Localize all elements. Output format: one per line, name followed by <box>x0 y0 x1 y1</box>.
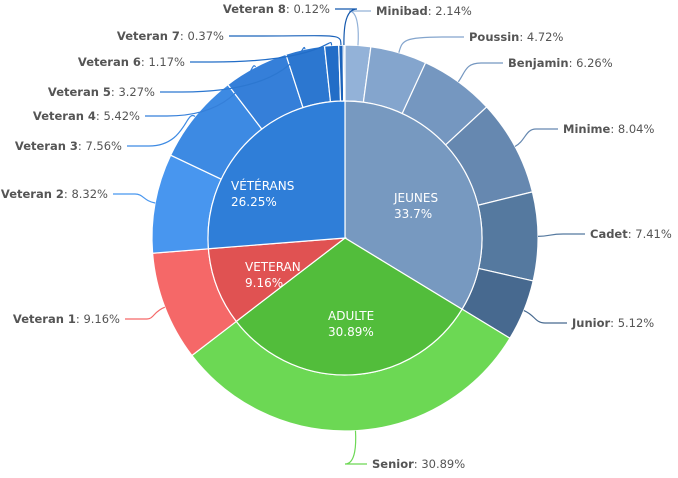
connector-veteran-6 <box>190 41 333 63</box>
outer-label-value: : 5.42% <box>96 109 140 123</box>
outer-label-value: : 4.72% <box>519 30 563 44</box>
outer-label-value: : 8.32% <box>64 187 108 201</box>
outer-label-name: Veteran 1 <box>13 312 76 326</box>
inner-label-name: VÉTÉRANS <box>231 178 294 193</box>
outer-label-name: Veteran 4 <box>33 109 96 123</box>
outer-label-veteran-2: Veteran 2: 8.32% <box>1 187 108 201</box>
outer-label-veteran-8: Veteran 8: 0.12% <box>223 2 330 16</box>
outer-label-veteran-4: Veteran 4: 5.42% <box>33 109 140 123</box>
inner-label-name: JEUNES <box>393 191 438 205</box>
outer-label-name: Minibad <box>376 4 428 18</box>
inner-slice-veteran[interactable] <box>207 237 347 323</box>
connector-minibad <box>348 10 371 46</box>
outer-label-veteran-6: Veteran 6: 1.17% <box>78 55 185 69</box>
outer-label-senior: Senior: 30.89% <box>372 457 465 471</box>
inner-slice-veterans[interactable] <box>207 100 346 250</box>
outer-label-value: : 8.04% <box>610 122 654 136</box>
connector-senior <box>344 430 367 465</box>
inner-ring <box>207 100 483 376</box>
outer-label-benjamin: Benjamin: 6.26% <box>508 56 613 70</box>
inner-label-value: 9.16% <box>245 276 283 290</box>
connector-veteran-7 <box>229 35 342 46</box>
inner-label-value: 26.25% <box>231 195 277 209</box>
connector-minime <box>514 128 558 148</box>
label-connectors <box>113 8 585 465</box>
outer-label-cadet: Cadet: 7.41% <box>590 227 672 241</box>
outer-labels: Minibad: 2.14% Poussin: 4.72% Benjamin: 6.… <box>1 2 672 471</box>
outer-label-value: : 0.37% <box>180 29 224 43</box>
outer-label-name: Cadet <box>590 227 628 241</box>
outer-label-veteran-5: Veteran 5: 3.27% <box>48 85 155 99</box>
outer-label-name: Minime <box>563 122 610 136</box>
outer-label-value: : 1.17% <box>141 55 185 69</box>
connector-veteran-3 <box>127 114 196 147</box>
outer-label-name: Benjamin <box>508 56 569 70</box>
outer-label-value: : 7.56% <box>78 139 122 153</box>
outer-ring <box>151 44 539 432</box>
connector-veteran-8 <box>335 8 358 46</box>
inner-label-name: VETERAN <box>245 260 301 274</box>
outer-label-name: Veteran 5 <box>48 85 111 99</box>
outer-label-name: Veteran 8 <box>223 2 286 16</box>
outer-slice-cadet[interactable] <box>477 191 539 282</box>
outer-label-value: : 7.41% <box>628 227 672 241</box>
outer-label-name: Senior <box>372 457 414 471</box>
connector-veteran-2 <box>113 193 156 204</box>
connector-cadet <box>537 233 585 237</box>
outer-label-value: : 6.26% <box>569 56 613 70</box>
outer-label-name: Veteran 7 <box>117 29 180 43</box>
outer-label-veteran-1: Veteran 1: 9.16% <box>13 312 120 326</box>
outer-label-value: : 0.12% <box>286 2 330 16</box>
outer-label-veteran-3: Veteran 3: 7.56% <box>15 139 122 153</box>
outer-label-name: Veteran 6 <box>78 55 141 69</box>
inner-slice-adulte[interactable] <box>235 237 463 376</box>
connector-veteran-5 <box>160 47 306 93</box>
outer-label-value: : 5.12% <box>610 316 654 330</box>
connector-poussin <box>398 36 464 53</box>
outer-label-name: Junior <box>571 316 610 330</box>
inner-label-value: 30.89% <box>328 325 374 339</box>
inner-label-veteran: VETERAN 9.16% <box>245 260 301 290</box>
outer-label-value: : 30.89% <box>414 457 465 471</box>
inner-label-name: ADULTE <box>328 309 374 323</box>
connector-veteran-4 <box>145 65 257 117</box>
inner-label-adulte: ADULTE 30.89% <box>328 309 374 339</box>
inner-label-value: 33.7% <box>394 207 432 221</box>
outer-label-junior: Junior: 5.12% <box>571 316 654 330</box>
outer-label-name: Veteran 3 <box>15 139 78 153</box>
connector-junior <box>523 309 567 324</box>
outer-label-value: : 2.14% <box>428 4 472 18</box>
inner-label-jeunes: JEUNES 33.7% <box>393 191 438 221</box>
outer-label-poussin: Poussin: 4.72% <box>469 30 563 44</box>
outer-label-name: Poussin <box>469 30 519 44</box>
inner-label-veterans: VÉTÉRANS 26.25% <box>231 178 294 209</box>
inner-labels: JEUNES 33.7% ADULTE 30.89% VETERAN 9.16% VÉTÉR… <box>231 178 438 339</box>
outer-slice-veteran-8[interactable] <box>342 44 346 102</box>
outer-label-value: : 3.27% <box>111 85 155 99</box>
connector-benjamin <box>457 62 503 83</box>
outer-label-minibad: Minibad: 2.14% <box>376 4 472 18</box>
outer-label-value: : 9.16% <box>76 312 120 326</box>
outer-label-veteran-7: Veteran 7: 0.37% <box>117 29 224 43</box>
inner-slice-jeunes[interactable] <box>344 100 483 311</box>
outer-label-minime: Minime: 8.04% <box>563 122 654 136</box>
connector-veteran-1 <box>125 306 166 320</box>
outer-label-name: Veteran 2 <box>1 187 64 201</box>
